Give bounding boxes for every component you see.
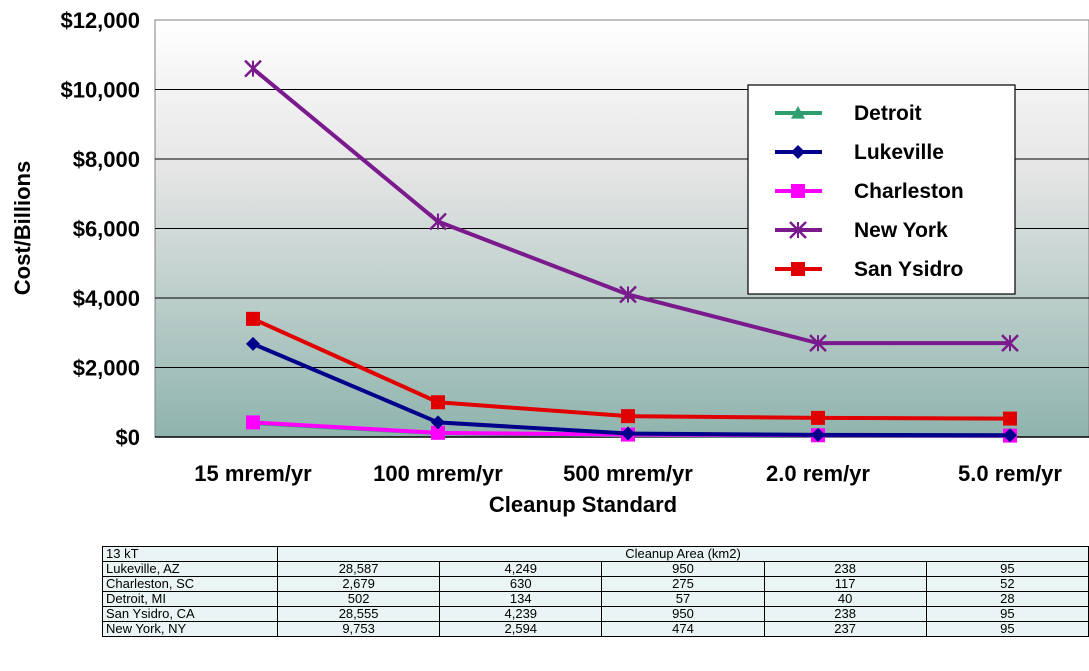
table-cell: 95 — [925, 621, 1089, 637]
data-point — [246, 415, 260, 430]
table-row: Charleston, SC 2,679 630 275 117 52 — [102, 576, 1089, 592]
table-cell: 52 — [925, 576, 1089, 592]
table-row-label: New York, NY — [102, 621, 278, 637]
y-tick-label: $12,000 — [60, 8, 140, 33]
table-cell: 28 — [925, 591, 1089, 607]
table-row-label: Lukeville, AZ — [102, 561, 278, 577]
table-cell: 502 — [276, 591, 441, 607]
data-point — [621, 426, 635, 441]
table-cell: 40 — [763, 591, 927, 607]
data-point — [791, 145, 805, 159]
y-tick-label: $4,000 — [73, 286, 140, 311]
data-point — [811, 427, 825, 442]
legend-item: Charleston — [775, 180, 964, 203]
table-cell: 950 — [601, 561, 765, 577]
table-row: San Ysidro, CA 28,555 4,239 950 238 95 — [102, 606, 1089, 622]
legend-item: New York — [775, 219, 948, 242]
data-point — [791, 262, 805, 276]
data-point — [431, 425, 445, 440]
y-tick-label: $10,000 — [60, 78, 140, 103]
table-header-cell: Cleanup Area (km2) — [277, 546, 1089, 562]
legend-label: Detroit — [854, 102, 922, 125]
data-point — [621, 409, 635, 424]
table-cell: 57 — [601, 591, 765, 607]
x-tick-label: 5.0 rem/yr — [958, 461, 1062, 486]
y-tick-label: $2,000 — [73, 356, 140, 381]
data-point — [791, 184, 805, 198]
table-cell: 238 — [763, 561, 927, 577]
legend-label: San Ysidro — [854, 258, 963, 281]
table-row: Lukeville, AZ 28,587 4,249 950 238 95 — [102, 561, 1089, 577]
x-axis-title: Cleanup Standard — [489, 492, 677, 517]
table-header-row: 13 kT Cleanup Area (km2) — [102, 546, 1089, 562]
chart: $0 $2,000 $4,000 $6,000 $8,000 $10,000 $12,000… — [10, 8, 1089, 517]
data-point — [431, 415, 445, 430]
data-point — [246, 336, 260, 351]
table-row: Detroit, MI 502 134 57 40 28 — [102, 591, 1089, 607]
x-axis-ticks: 15 mrem/yr 100 mrem/yr 500 mrem/yr 2.0 rem/… — [194, 461, 1062, 486]
table-cell: 630 — [439, 576, 603, 592]
data-point — [1001, 334, 1019, 353]
table-cell: 95 — [925, 606, 1089, 622]
y-tick-label: $0 — [116, 425, 140, 450]
y-axis-ticks: $0 $2,000 $4,000 $6,000 $8,000 $10,000 $12,000 — [60, 8, 140, 450]
table-corner-cell: 13 kT — [102, 546, 278, 562]
data-point — [246, 311, 260, 326]
table-row-label: San Ysidro, CA — [102, 606, 278, 622]
legend-item: Detroit — [775, 102, 922, 125]
y-tick-label: $8,000 — [73, 147, 140, 172]
table-cell: 28,587 — [276, 561, 441, 577]
series-new-york — [244, 59, 1019, 353]
table-cell: 4,239 — [439, 606, 603, 622]
area-table: 13 kT Cleanup Area (km2) Lukeville, AZ 28… — [102, 546, 1089, 637]
table-row: New York, NY 9,753 2,594 474 237 95 — [102, 621, 1089, 637]
table-cell: 9,753 — [276, 621, 441, 637]
table-cell: 474 — [601, 621, 765, 637]
data-point — [431, 395, 445, 410]
table-cell: 275 — [601, 576, 765, 592]
data-point — [809, 334, 827, 353]
table-cell: 28,555 — [276, 606, 441, 622]
data-point — [1003, 428, 1017, 443]
y-axis-title: Cost/Billions — [10, 161, 35, 295]
table-cell: 95 — [925, 561, 1089, 577]
table-cell: 237 — [763, 621, 927, 637]
data-point — [789, 221, 807, 239]
data-point — [619, 285, 637, 304]
data-point — [429, 212, 447, 231]
table-cell: 4,249 — [439, 561, 603, 577]
data-point — [244, 59, 262, 78]
table-cell: 950 — [601, 606, 765, 622]
legend: Detroit Lukeville Charleston New York San Ys… — [747, 84, 1016, 295]
data-point — [791, 106, 805, 119]
y-tick-label: $6,000 — [73, 217, 140, 242]
x-tick-label: 500 mrem/yr — [563, 461, 693, 486]
x-tick-label: 2.0 rem/yr — [766, 461, 870, 486]
legend-label: Charleston — [854, 180, 964, 203]
x-tick-label: 15 mrem/yr — [194, 461, 312, 486]
legend-item: San Ysidro — [775, 258, 963, 281]
cleanup-area-table: 13 kT Cleanup Area (km2) Lukeville, AZ 28… — [102, 546, 1089, 669]
data-point — [1003, 411, 1017, 426]
legend-item: Lukeville — [775, 141, 944, 164]
table-cell: 238 — [763, 606, 927, 622]
x-tick-label: 100 mrem/yr — [373, 461, 503, 486]
series-san-ysidro — [246, 311, 1017, 426]
table-row-label: Detroit, MI — [102, 591, 278, 607]
table-row-label: Charleston, SC — [102, 576, 278, 592]
table-cell: 117 — [763, 576, 927, 592]
data-point — [811, 410, 825, 425]
legend-label: New York — [854, 219, 948, 242]
legend-label: Lukeville — [854, 141, 944, 164]
series-lukeville — [246, 336, 1017, 443]
table-cell: 2,594 — [439, 621, 603, 637]
table-cell: 134 — [439, 591, 603, 607]
series-group — [244, 59, 1019, 443]
table-cell: 2,679 — [276, 576, 441, 592]
